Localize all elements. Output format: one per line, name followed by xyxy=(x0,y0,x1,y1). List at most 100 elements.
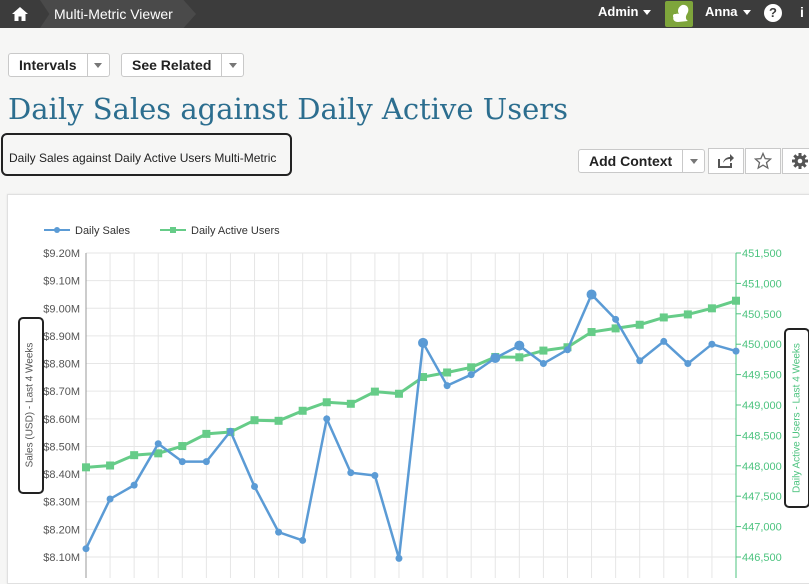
daily-sales-point xyxy=(708,340,716,348)
daily-active-users-point xyxy=(130,451,139,460)
see-related-label: See Related xyxy=(132,57,212,73)
legend-daily-sales-marker xyxy=(54,227,60,233)
gear-icon xyxy=(792,153,808,169)
daily-sales-point xyxy=(275,528,283,536)
share-icon xyxy=(718,154,734,168)
legend-daily-sales-label: Daily Sales xyxy=(75,225,131,237)
daily-sales-point xyxy=(563,346,571,354)
daily-active-users-point xyxy=(394,389,403,398)
top-nav-bar: Multi-Metric Viewer Admin Anna ? i xyxy=(0,0,809,28)
daily-active-users-point xyxy=(274,416,283,425)
info-icon[interactable]: i xyxy=(800,4,804,20)
daily-sales-point xyxy=(323,415,331,423)
right-axis-tick-label: 448,000 xyxy=(742,461,782,473)
daily-active-users-point xyxy=(539,346,548,355)
squirrel-icon xyxy=(673,4,689,22)
left-axis-tick-label: $8.90M xyxy=(43,331,80,343)
daily-active-users-point xyxy=(659,313,668,322)
daily-active-users-point xyxy=(202,429,211,438)
chart-series xyxy=(82,289,740,562)
left-axis-tick-label: $8.30M xyxy=(43,497,80,509)
daily-sales-point xyxy=(660,337,668,345)
daily-sales-point xyxy=(418,337,429,348)
admin-menu-label: Admin xyxy=(598,4,639,19)
left-axis-tick-label: $8.40M xyxy=(43,469,80,481)
daily-active-users-point xyxy=(346,399,355,408)
page-subtitle-box: Daily Sales against Daily Active Users M… xyxy=(1,133,292,176)
right-axis-tick-label: 449,500 xyxy=(742,370,782,382)
daily-sales-point xyxy=(106,495,114,503)
help-icon[interactable]: ? xyxy=(764,4,782,22)
left-axis-label-box xyxy=(18,317,44,494)
right-axis-tick-label: 450,500 xyxy=(742,309,782,321)
page-subtitle: Daily Sales against Daily Active Users M… xyxy=(9,151,277,165)
daily-sales-point xyxy=(612,315,620,323)
daily-sales-point xyxy=(490,353,501,364)
daily-active-users-line xyxy=(85,299,737,469)
user-menu[interactable]: Anna xyxy=(705,0,751,24)
home-button[interactable] xyxy=(0,0,40,28)
left-axis-tick-label: $9.20M xyxy=(43,248,80,260)
home-icon xyxy=(12,7,28,21)
right-axis-tick-label: 446,500 xyxy=(742,552,782,564)
daily-sales-point xyxy=(684,360,692,368)
avatar[interactable] xyxy=(665,1,693,27)
add-context-dropdown[interactable]: Add Context xyxy=(578,149,706,173)
right-axis-tick-label: 451,500 xyxy=(742,248,782,260)
chevron-down-icon xyxy=(643,10,652,16)
daily-active-users-point xyxy=(515,353,524,362)
intervals-dropdown[interactable]: Intervals xyxy=(8,53,110,77)
see-related-chevron-down-icon[interactable] xyxy=(221,54,243,76)
left-axis-tick-label: $8.60M xyxy=(43,414,80,426)
left-axis-tick-label: $9.10M xyxy=(43,276,80,288)
daily-active-users-point xyxy=(250,416,259,425)
favorite-button[interactable] xyxy=(745,148,781,174)
settings-button[interactable] xyxy=(782,148,809,174)
left-axis-tick-label: $8.50M xyxy=(43,441,80,453)
admin-menu[interactable]: Admin xyxy=(598,0,652,24)
right-axis-tick-label: 447,500 xyxy=(742,491,782,503)
daily-sales-point xyxy=(467,371,475,379)
daily-sales-point xyxy=(347,469,355,477)
left-axis-tick-label: $8.20M xyxy=(43,524,80,536)
daily-sales-point xyxy=(514,340,525,351)
left-axis-tick-label: $8.80M xyxy=(43,359,80,371)
right-axis-tick-label: 447,000 xyxy=(742,522,782,534)
star-icon xyxy=(754,152,772,170)
daily-active-users-point xyxy=(419,373,428,382)
daily-active-users-point xyxy=(611,324,620,333)
daily-sales-point xyxy=(636,357,644,365)
intervals-chevron-down-icon[interactable] xyxy=(86,54,109,76)
daily-sales-point xyxy=(251,483,259,491)
daily-sales-point xyxy=(299,536,307,544)
daily-active-users-point xyxy=(322,398,331,407)
page-title: Daily Sales against Daily Active Users xyxy=(8,92,569,126)
share-button[interactable] xyxy=(708,148,744,174)
add-context-chevron-down-icon[interactable] xyxy=(682,150,704,172)
see-related-dropdown[interactable]: See Related xyxy=(121,53,245,77)
right-axis-label: Daily Active Users - Last 4 Weeks xyxy=(791,343,803,493)
left-axis-label: Sales (USD) - Last 4 Weeks xyxy=(24,342,36,468)
legend-daily-active-users-label: Daily Active Users xyxy=(191,225,280,237)
chart-legend: Daily Sales Daily Active Users xyxy=(44,225,280,237)
daily-sales-point xyxy=(395,554,403,562)
chevron-down-icon xyxy=(742,10,751,16)
daily-active-users-point xyxy=(154,449,163,458)
daily-active-users-point xyxy=(370,387,379,396)
right-axis-tick-label: 448,500 xyxy=(742,430,782,442)
daily-sales-point xyxy=(82,545,90,553)
daily-active-users-point xyxy=(467,363,476,372)
add-context-label: Add Context xyxy=(589,153,673,169)
legend-daily-active-users-marker xyxy=(170,227,176,233)
daily-active-users-point xyxy=(106,461,115,470)
daily-sales-point xyxy=(443,382,451,390)
user-name: Anna xyxy=(705,4,738,19)
daily-sales-point xyxy=(154,440,162,448)
right-axis-tick-label: 449,000 xyxy=(742,400,782,412)
daily-active-users-point xyxy=(443,368,452,377)
daily-sales-point xyxy=(586,289,597,300)
breadcrumb-multi-metric-viewer[interactable]: Multi-Metric Viewer xyxy=(54,6,173,22)
intervals-label: Intervals xyxy=(19,57,77,73)
daily-active-users-point xyxy=(732,296,740,305)
